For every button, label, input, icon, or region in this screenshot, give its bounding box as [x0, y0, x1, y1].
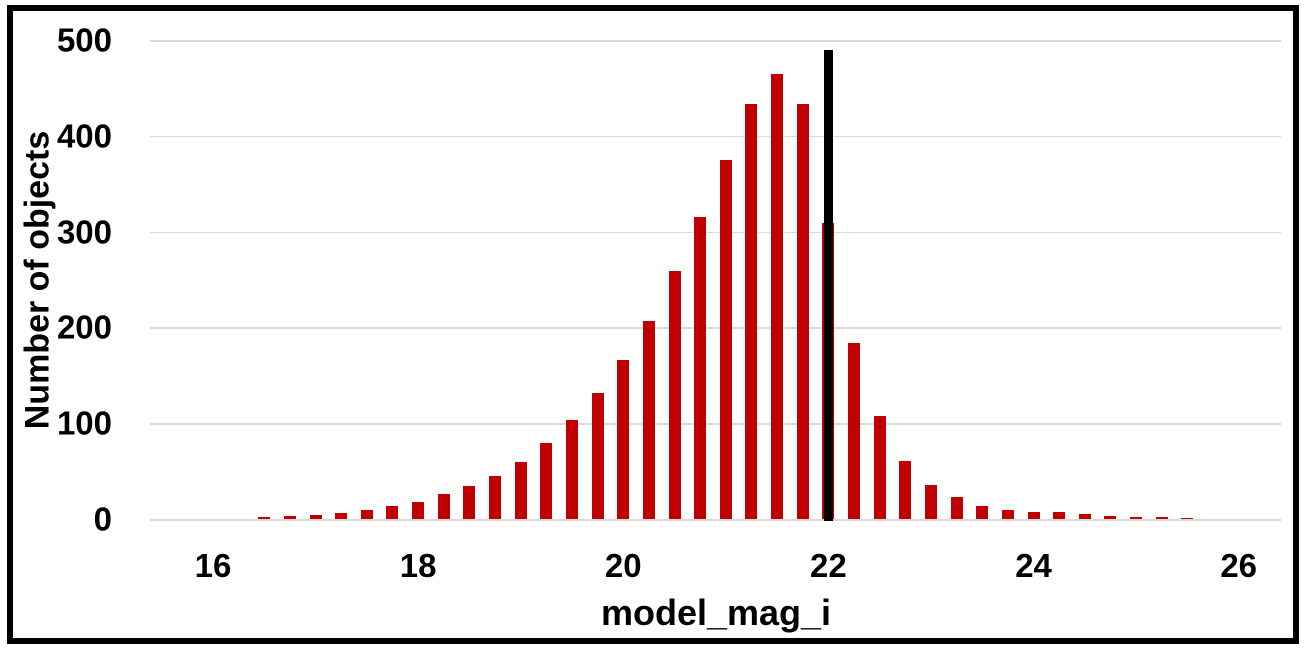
- gridline: [150, 519, 1281, 521]
- histogram-bar: [719, 159, 732, 519]
- x-tick-label: 16: [194, 547, 232, 584]
- histogram-bar: [873, 416, 886, 519]
- histogram-bar: [360, 510, 373, 519]
- histogram-bar: [796, 104, 809, 519]
- y-tick-label: 0: [93, 500, 112, 538]
- histogram-bar: [924, 484, 937, 519]
- gridline: [150, 231, 1281, 234]
- histogram-bar: [386, 505, 399, 519]
- histogram-bar: [617, 359, 630, 519]
- histogram-bar: [1181, 517, 1194, 519]
- histogram-bar: [591, 392, 604, 519]
- histogram-bar: [1155, 517, 1168, 519]
- y-tick-label: 500: [56, 21, 112, 59]
- x-axis-title: model_mag_i: [600, 592, 832, 633]
- histogram-bar: [1078, 514, 1091, 519]
- histogram-bar: [1104, 516, 1117, 519]
- y-tick-label: 100: [56, 404, 112, 442]
- plot-area: [150, 40, 1281, 521]
- histogram-bar: [309, 515, 322, 519]
- histogram-bar: [668, 270, 681, 519]
- histogram-bar: [1130, 517, 1143, 519]
- x-tick-label: 26: [1220, 547, 1258, 584]
- histogram-bar: [899, 460, 912, 519]
- histogram-bar: [745, 104, 758, 519]
- histogram-bar: [848, 342, 861, 519]
- histogram-bar: [514, 461, 527, 519]
- x-tick-label: 22: [810, 547, 847, 584]
- histogram-bar: [771, 74, 784, 519]
- y-tick-label: 400: [56, 117, 112, 155]
- histogram-bar: [283, 516, 296, 519]
- histogram-bar: [463, 486, 476, 519]
- gridline: [150, 327, 1281, 329]
- x-tick-label: 18: [399, 547, 437, 584]
- chart-frame: [7, 5, 1299, 644]
- histogram-bar: [642, 320, 655, 519]
- y-axis-title: Number of objects: [18, 130, 57, 430]
- cutoff-marker-line: [823, 49, 833, 521]
- histogram-bar: [540, 443, 553, 519]
- y-tick-label: 200: [56, 308, 112, 346]
- histogram-bar: [1001, 510, 1014, 519]
- histogram-bar: [258, 517, 271, 519]
- histogram-bar: [565, 420, 578, 519]
- histogram-bar: [694, 217, 707, 519]
- histogram-bar: [412, 501, 425, 519]
- gridline: [150, 423, 1281, 425]
- x-tick-label: 24: [1015, 547, 1052, 584]
- y-tick-label: 300: [56, 213, 112, 251]
- histogram-bar: [489, 475, 502, 519]
- gridline: [150, 135, 1281, 138]
- x-tick-label: 20: [604, 547, 642, 584]
- histogram-bar: [1053, 512, 1066, 519]
- histogram-bar: [437, 494, 450, 519]
- histogram-bar: [335, 513, 348, 519]
- gridline: [150, 40, 1281, 42]
- histogram-bar: [950, 496, 963, 519]
- histogram-bar: [1027, 512, 1040, 519]
- histogram-bar: [976, 505, 989, 519]
